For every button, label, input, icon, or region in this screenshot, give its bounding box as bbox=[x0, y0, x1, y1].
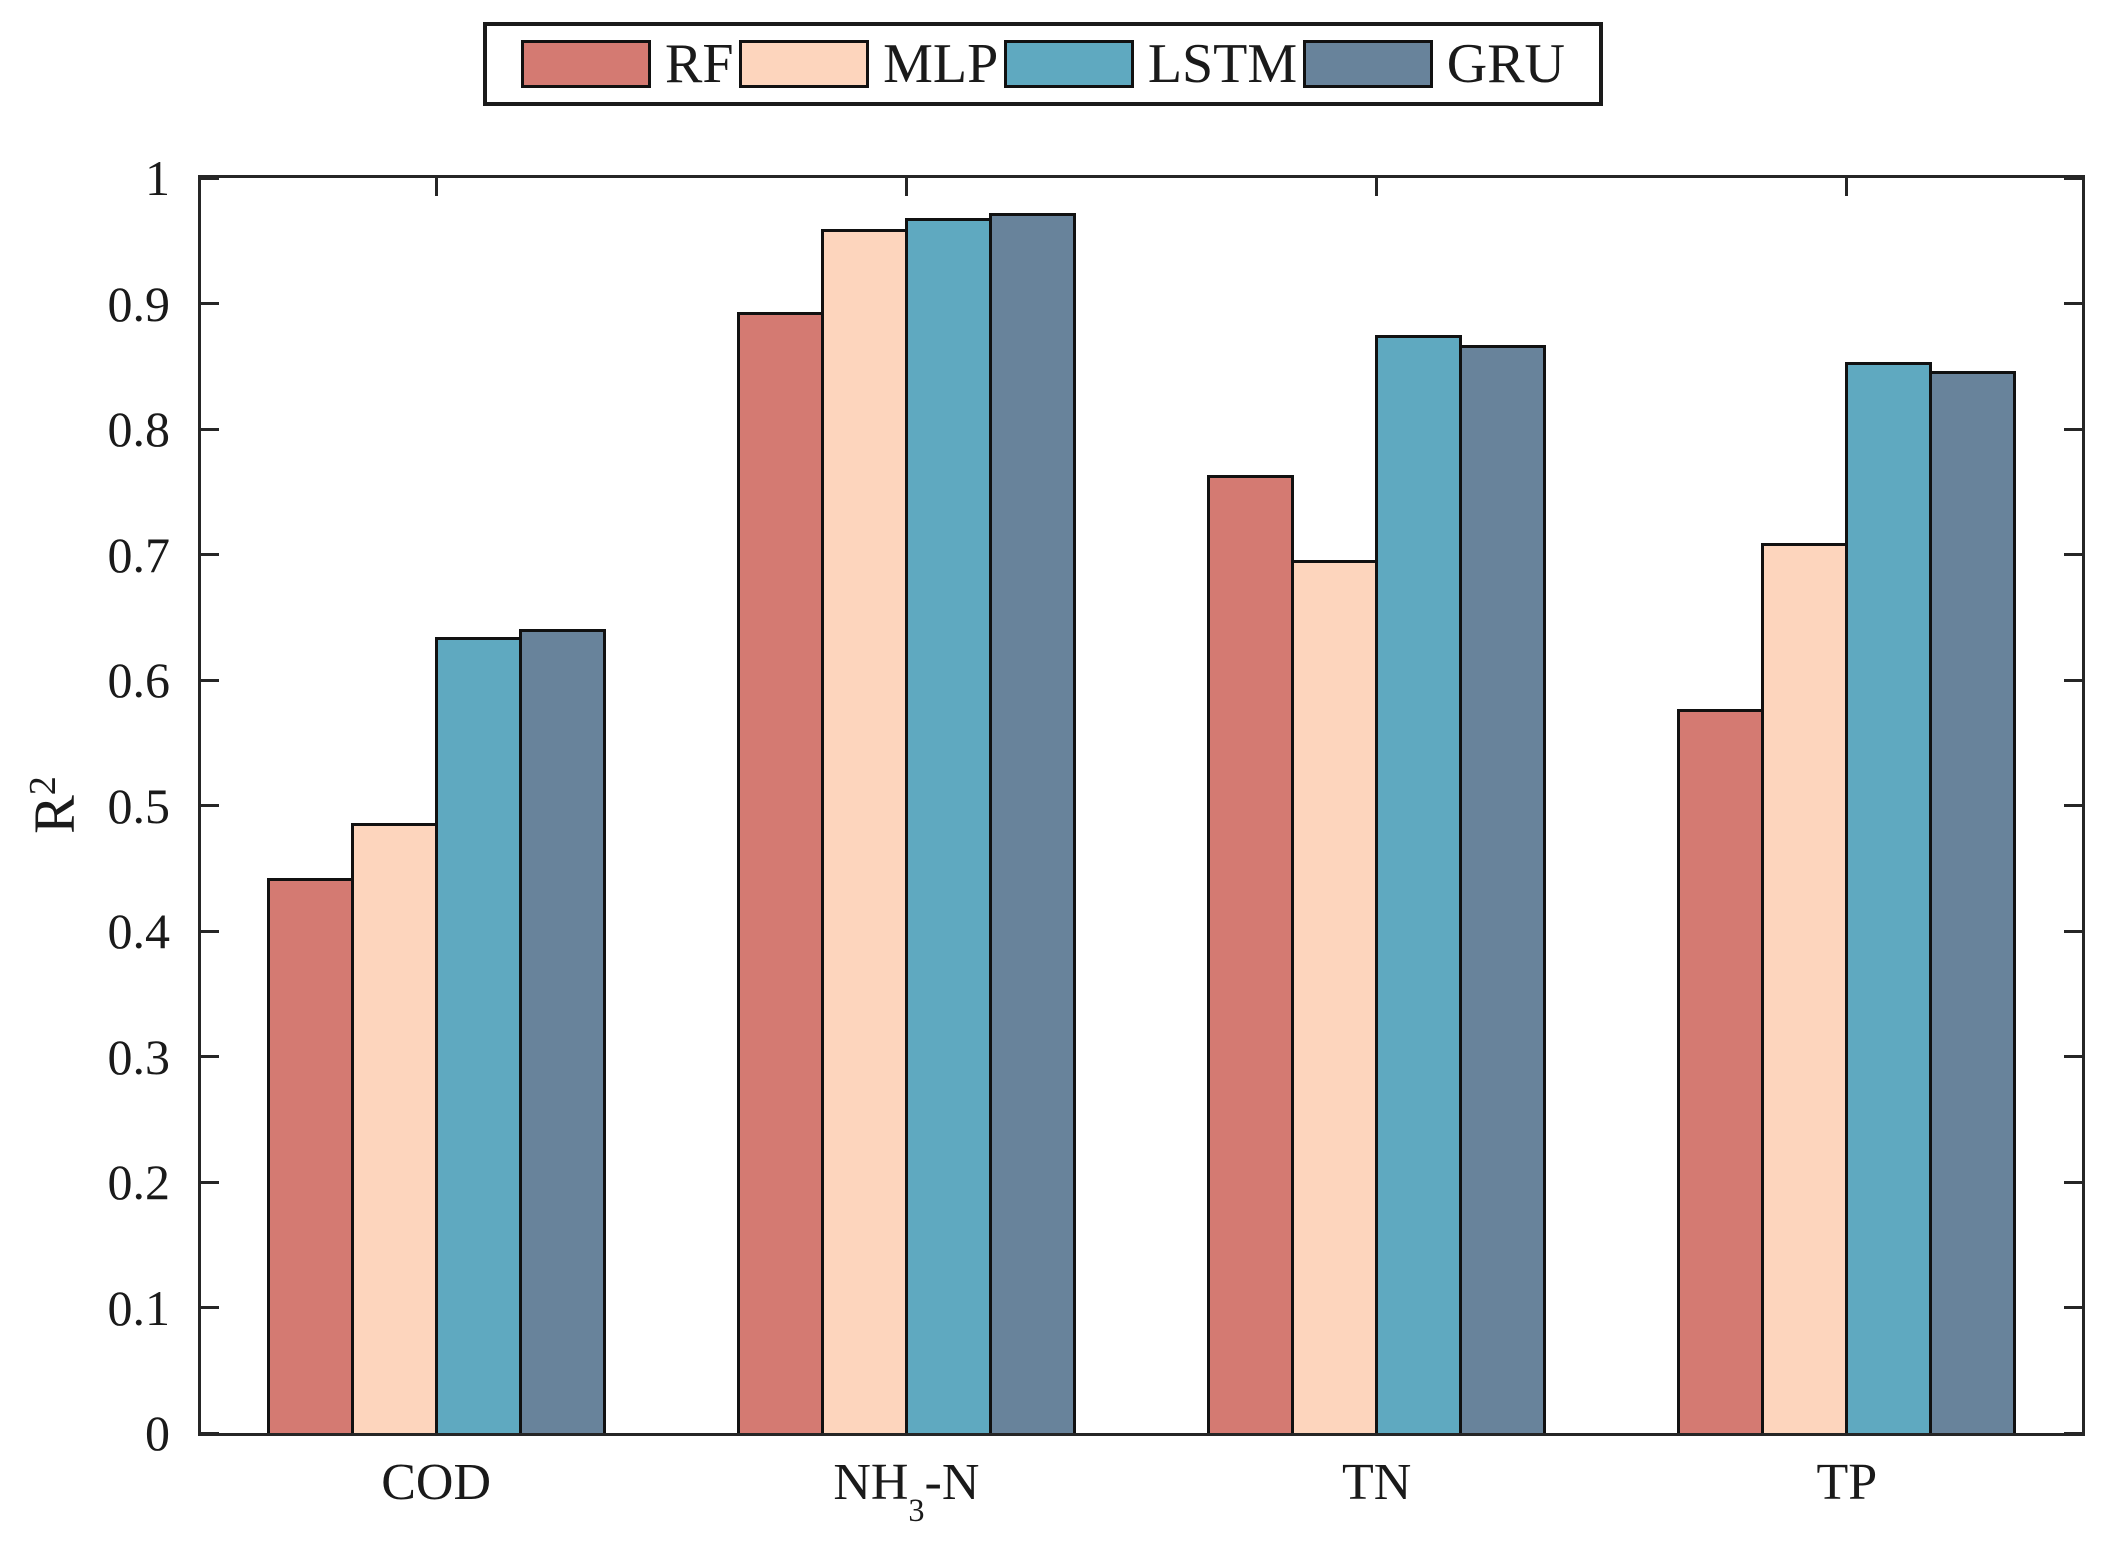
y-tick-right-0-3 bbox=[2064, 1055, 2082, 1058]
y-tick-label-0-1: 0.1 bbox=[107, 1279, 171, 1336]
bar-tn-mlp bbox=[1291, 560, 1379, 1433]
legend-swatch-gru bbox=[1302, 40, 1433, 88]
bar-tn-rf bbox=[1207, 475, 1295, 1433]
x-category-label-tp: TP bbox=[1816, 1454, 1878, 1511]
x-category-label-tn: TN bbox=[1341, 1454, 1412, 1511]
legend-swatch-mlp bbox=[739, 40, 870, 88]
y-tick-left-0 bbox=[201, 1431, 219, 1435]
legend-item-lstm: LSTM bbox=[1003, 33, 1298, 95]
y-tick-left-0-2 bbox=[201, 1180, 219, 1184]
y-tick-label-0-7: 0.7 bbox=[107, 526, 171, 583]
x-tick-top-cod bbox=[434, 178, 438, 196]
legend-item-mlp: MLP bbox=[739, 36, 998, 92]
y-tick-left-0-3 bbox=[201, 1055, 219, 1058]
legend-label-rf: RF bbox=[665, 33, 734, 95]
x-category-label-nh3-n: NH3-N bbox=[833, 1454, 980, 1528]
y-tick-right-0-6 bbox=[2064, 678, 2082, 682]
y-tick-label-0: 0 bbox=[145, 1405, 170, 1461]
bar-nh3-n-mlp bbox=[820, 229, 908, 1433]
legend-item-rf: RF bbox=[521, 36, 734, 92]
bar-nh3-n-gru bbox=[988, 213, 1076, 1433]
bar-tp-mlp bbox=[1761, 543, 1849, 1433]
y-tick-label-0-3: 0.3 bbox=[107, 1028, 171, 1085]
bar-cod-lstm bbox=[434, 637, 522, 1433]
bar-nh3-n-rf bbox=[736, 312, 824, 1433]
y-tick-right-0-5 bbox=[2064, 804, 2082, 807]
bar-cod-gru bbox=[518, 629, 606, 1433]
y-tick-label-0-8: 0.8 bbox=[107, 401, 171, 457]
legend: RF MLP LSTM GRU bbox=[483, 22, 1603, 106]
legend-swatch-rf bbox=[521, 40, 651, 88]
y-axis-label: R2 bbox=[22, 776, 87, 834]
y-tick-left-0-5 bbox=[201, 804, 219, 807]
y-tick-right-0-4 bbox=[2064, 929, 2082, 933]
y-axis-label-base: R bbox=[22, 795, 87, 834]
x-category-label-cod: COD bbox=[381, 1454, 492, 1511]
bar-cod-mlp bbox=[350, 823, 438, 1433]
bar-tn-lstm bbox=[1375, 335, 1463, 1433]
bar-tp-rf bbox=[1677, 709, 1765, 1433]
y-tick-left-0-4 bbox=[201, 929, 219, 933]
y-tick-label-1: 1 bbox=[145, 150, 170, 206]
plot-area: 0 0.1 0.2 0.3 0.4 0.5 0.6 0.7 0.8 0.9 1 COD NH3-N TN T… bbox=[108, 153, 2085, 1526]
y-tick-left-0-6 bbox=[201, 678, 219, 682]
y-tick-label-0-4: 0.4 bbox=[107, 903, 171, 959]
bar-tp-gru bbox=[1929, 371, 2017, 1433]
legend-swatch-lstm bbox=[1003, 40, 1134, 88]
bar-cod-rf bbox=[266, 878, 354, 1433]
x-tick-top-nh3-n bbox=[904, 178, 908, 196]
x-tick-top-tp bbox=[1845, 178, 1849, 196]
y-tick-right-0-2 bbox=[2064, 1180, 2082, 1184]
y-tick-label-0-2: 0.2 bbox=[107, 1154, 171, 1210]
y-tick-right-0-9 bbox=[2064, 302, 2082, 305]
y-tick-left-0-8 bbox=[201, 427, 219, 431]
y-tick-right-0-7 bbox=[2064, 553, 2082, 556]
legend-label-lstm: LSTM bbox=[1147, 33, 1298, 95]
y-tick-label-0-6: 0.6 bbox=[107, 652, 171, 708]
bar-nh3-n-lstm bbox=[904, 218, 992, 1433]
y-tick-left-1 bbox=[201, 176, 219, 180]
y-tick-left-0-7 bbox=[201, 553, 219, 556]
y-tick-label-0-5: 0.5 bbox=[107, 777, 171, 834]
y-tick-right-0-1 bbox=[2064, 1306, 2082, 1309]
bar-tn-gru bbox=[1459, 345, 1547, 1433]
y-tick-right-1 bbox=[2064, 176, 2082, 180]
y-tick-right-0 bbox=[2064, 1431, 2082, 1435]
legend-item-gru: GRU bbox=[1302, 33, 1565, 95]
bar-tp-lstm bbox=[1845, 362, 1933, 1433]
y-axis-label-superscript: 2 bbox=[21, 776, 64, 796]
y-tick-left-0-9 bbox=[201, 302, 219, 305]
legend-label-mlp: MLP bbox=[883, 33, 999, 95]
y-tick-left-0-1 bbox=[201, 1306, 219, 1309]
y-tick-right-0-8 bbox=[2064, 427, 2082, 431]
legend-label-gru: GRU bbox=[1446, 33, 1565, 95]
y-tick-label-0-9: 0.9 bbox=[107, 275, 171, 332]
x-tick-top-tn bbox=[1375, 178, 1379, 196]
